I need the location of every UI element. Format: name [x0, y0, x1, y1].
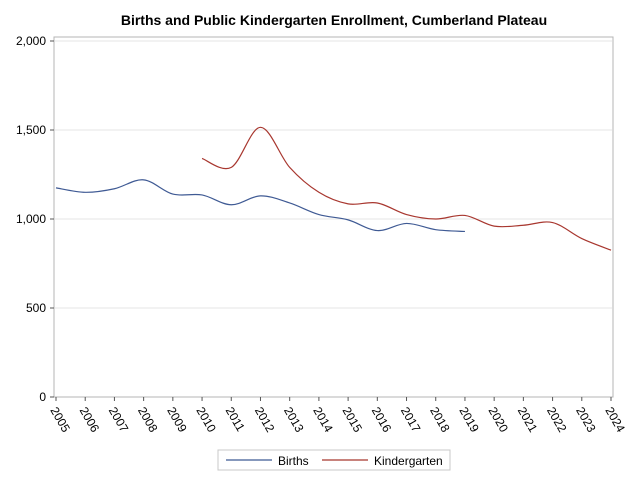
data-point: [610, 249, 613, 252]
grid-lines: [55, 40, 612, 309]
series-line-kindergarten: [201, 126, 612, 251]
data-point: [230, 203, 233, 206]
data-point: [405, 222, 408, 225]
data-point: [434, 218, 437, 221]
data-point: [551, 221, 554, 224]
chart-title: Births and Public Kindergarten Enrollmen…: [121, 12, 547, 28]
data-point: [347, 218, 350, 221]
data-point: [376, 229, 379, 232]
data-point: [317, 213, 320, 216]
data-point: [580, 237, 583, 240]
series-group: [55, 126, 613, 252]
y-axis: 0 500 1,000 1,500 2,000: [16, 34, 54, 404]
y-tick-label: 1,500: [16, 123, 46, 137]
data-point: [259, 194, 262, 197]
data-point: [259, 126, 262, 129]
plot-area-frame: [53, 36, 614, 398]
data-point: [434, 228, 437, 231]
data-point: [288, 166, 291, 169]
legend: Births Kindergarten: [217, 449, 451, 471]
data-point: [463, 230, 466, 233]
data-point: [376, 201, 379, 204]
data-point: [55, 186, 58, 189]
legend-label-births: Births: [278, 454, 309, 468]
y-tick-label: 0: [39, 390, 46, 404]
legend-label-kindergarten: Kindergarten: [374, 454, 443, 468]
data-point: [230, 166, 233, 169]
data-point: [463, 214, 466, 217]
data-point: [288, 201, 291, 204]
data-point: [522, 224, 525, 227]
data-point: [347, 202, 350, 205]
series-line-births: [55, 179, 465, 233]
data-point: [171, 193, 174, 196]
y-tick-label: 1,000: [16, 212, 46, 226]
data-point: [493, 225, 496, 228]
data-point: [405, 213, 408, 216]
y-tick-label: 500: [26, 301, 46, 315]
data-point: [317, 191, 320, 194]
y-tick-label: 2,000: [16, 34, 46, 48]
data-point: [201, 157, 204, 160]
data-point: [113, 187, 116, 190]
data-point: [84, 191, 87, 194]
data-point: [142, 178, 145, 181]
data-point: [201, 193, 204, 196]
